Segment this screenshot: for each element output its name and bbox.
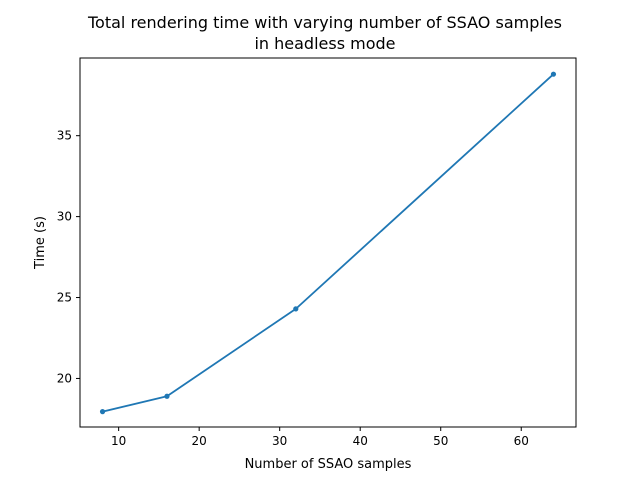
chart-subtitle: in headless mode <box>254 34 395 53</box>
x-tick-label: 10 <box>111 434 126 448</box>
x-tick-label: 50 <box>433 434 448 448</box>
data-point <box>99 409 106 415</box>
x-tick-label: 20 <box>192 434 207 448</box>
series-line <box>101 72 555 413</box>
y-tick-label: 30 <box>57 210 72 224</box>
x-tick-label: 40 <box>353 434 368 448</box>
x-axis-ticks: 10 20 30 40 50 60 <box>111 427 529 448</box>
x-axis-label: Number of SSAO samples <box>245 457 412 472</box>
x-tick-label: 30 <box>272 434 287 448</box>
data-point <box>164 393 170 399</box>
y-tick-label: 35 <box>57 129 72 143</box>
y-axis-ticks: 20 25 30 35 <box>57 129 80 385</box>
x-tick-label: 60 <box>514 434 529 448</box>
axes-frame <box>79 57 577 428</box>
chart-title: Total rendering time with varying number… <box>87 13 562 32</box>
y-axis-label: Time (s) <box>33 216 48 270</box>
y-tick-label: 25 <box>57 291 72 305</box>
data-point <box>550 71 557 77</box>
y-tick-label: 20 <box>57 371 72 385</box>
plot-area <box>99 71 557 415</box>
data-point <box>293 306 299 312</box>
